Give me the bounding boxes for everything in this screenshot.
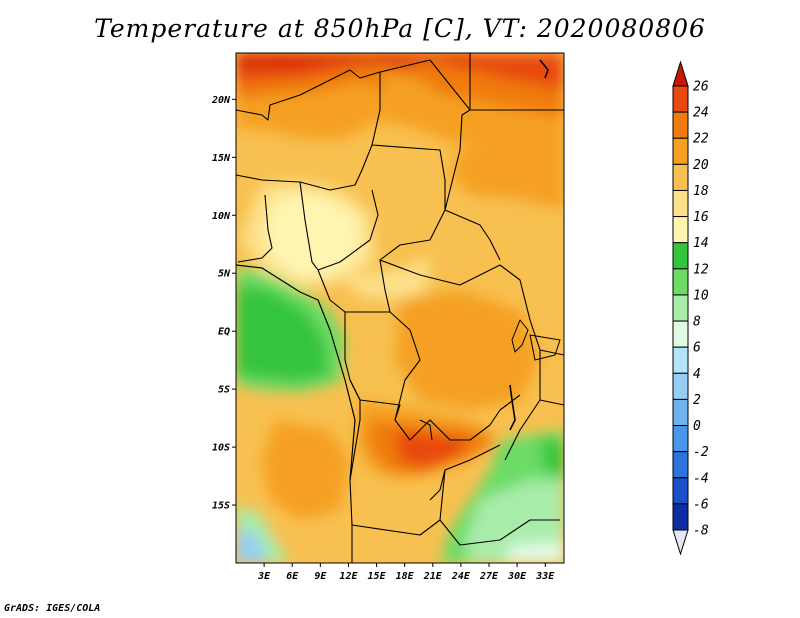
colorbar-label: -8 bbox=[693, 524, 709, 539]
lat-tick-label: 20N bbox=[211, 95, 231, 106]
lon-tick-label: 24E bbox=[451, 571, 471, 582]
colorbar-label: 12 bbox=[693, 262, 709, 277]
lon-tick-label: 9E bbox=[314, 571, 327, 582]
longitude-axis: 3E 6E 9E 12E 15E 18E 21E 24E 27E 30E 33E bbox=[257, 563, 555, 582]
colorbar-label: 18 bbox=[693, 184, 709, 199]
colorbar-swatch bbox=[672, 503, 689, 531]
colorbar-label: 4 bbox=[693, 367, 701, 382]
colorbar-swatch bbox=[672, 294, 689, 322]
lon-tick-label: 6E bbox=[286, 571, 299, 582]
map-title: Temperature at 850hPa [C], VT: 202008080… bbox=[94, 14, 706, 43]
colorbar-swatch bbox=[672, 163, 689, 191]
colorbar-label: 22 bbox=[693, 132, 709, 147]
lat-tick-label: 15N bbox=[212, 153, 231, 164]
temperature-field bbox=[236, 53, 564, 563]
colorbar-label: 24 bbox=[693, 106, 709, 121]
lon-tick-label: 15E bbox=[368, 571, 387, 582]
colorbar-swatch bbox=[672, 398, 689, 427]
lon-tick-label: 21E bbox=[423, 571, 443, 582]
colorbar-swatch bbox=[672, 451, 689, 479]
colorbar-swatch bbox=[672, 189, 689, 218]
lat-tick-label: 10S bbox=[212, 443, 230, 454]
colorbar-label: 14 bbox=[693, 236, 709, 251]
colorbar-label: 0 bbox=[693, 419, 701, 434]
colorbar-label: 20 bbox=[693, 158, 709, 173]
colorbar-label: -2 bbox=[693, 445, 709, 460]
colorbar-swatch bbox=[672, 320, 689, 348]
colorbar-swatch bbox=[672, 242, 689, 270]
lon-tick-label: 30E bbox=[507, 571, 527, 582]
colorbar-label: 6 bbox=[693, 341, 701, 356]
lon-tick-label: 12E bbox=[339, 571, 358, 582]
colorbar-swatch bbox=[672, 425, 689, 453]
colorbar-label: -4 bbox=[693, 471, 709, 486]
colorbar-swatch bbox=[672, 372, 689, 400]
colorbar-under-triangle bbox=[672, 529, 689, 556]
lon-tick-label: 3E bbox=[257, 571, 271, 582]
colorbar-label: -6 bbox=[693, 497, 709, 512]
credit-label: GrADS: IGES/COLA bbox=[4, 603, 101, 614]
country-borders bbox=[236, 53, 564, 563]
lat-tick-label: 5S bbox=[218, 385, 230, 396]
lon-tick-label: 27E bbox=[479, 571, 499, 582]
colorbar-label: 26 bbox=[693, 80, 709, 95]
colorbar-swatch bbox=[672, 85, 689, 113]
colorbar-label: 8 bbox=[693, 315, 701, 330]
colorbar-swatch bbox=[672, 268, 689, 296]
colorbar-label: 16 bbox=[693, 210, 709, 225]
lon-tick-label: 18E bbox=[396, 571, 415, 582]
lon-tick-label: 33E bbox=[535, 571, 555, 582]
lat-tick-label: 10N bbox=[212, 211, 231, 222]
colorbar-over-triangle bbox=[672, 60, 689, 87]
colorbar-label: 10 bbox=[693, 288, 709, 303]
lat-tick-label: 15S bbox=[212, 501, 230, 512]
colorbar-swatch bbox=[672, 477, 689, 505]
lat-tick-label: EQ bbox=[218, 327, 230, 338]
colorbar-swatch bbox=[672, 346, 689, 374]
latitude-axis: 20N 15N 10N 5N EQ 5S 10S 15S bbox=[211, 95, 236, 512]
colorbar-label: 2 bbox=[693, 393, 701, 408]
colorbar-swatch bbox=[672, 111, 689, 139]
colorbar-swatch bbox=[672, 137, 689, 165]
lat-tick-label: 5N bbox=[218, 269, 231, 280]
colorbar-swatch bbox=[672, 216, 689, 244]
